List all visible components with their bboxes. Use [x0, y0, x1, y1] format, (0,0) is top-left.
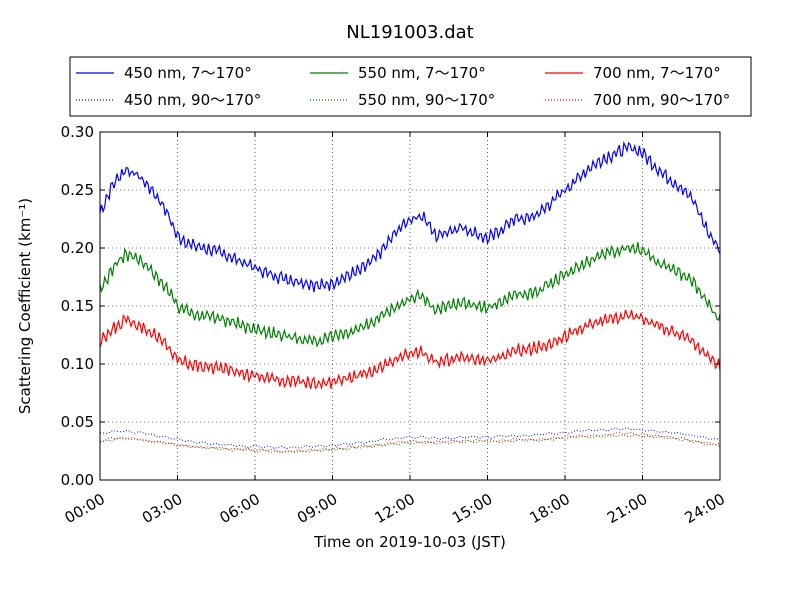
series-line — [99, 431, 721, 453]
legend-label: 450 nm, 90～170° — [124, 91, 261, 109]
legend-label: 700 nm, 90～170° — [593, 91, 730, 109]
y-tick-label: 0.05 — [61, 413, 94, 431]
x-tick-label: 09:00 — [294, 490, 340, 527]
legend-box — [69, 56, 752, 117]
series-line — [99, 434, 721, 454]
legend-label: 550 nm, 90～170° — [358, 91, 495, 109]
x-tick-label: 03:00 — [139, 490, 185, 527]
legend: 450 nm, 7～170° 450 nm, 90～170° 550 nm, 7～1… — [69, 56, 752, 117]
x-tick-label: 06:00 — [217, 490, 263, 527]
x-tick-label: 00:00 — [62, 490, 108, 527]
legend-label: 450 nm, 7～170° — [124, 64, 252, 82]
y-tick-label: 0.00 — [61, 471, 94, 489]
y-tick-label: 0.20 — [61, 239, 94, 257]
legend-label: 550 nm, 7～170° — [358, 64, 486, 82]
series-line — [99, 309, 721, 391]
x-tick-label: 18:00 — [527, 490, 573, 527]
y-tick-label: 0.10 — [61, 355, 94, 373]
x-tick-label: 21:00 — [604, 490, 650, 527]
series-layer — [99, 140, 721, 454]
series-line — [99, 241, 721, 348]
x-axis-label: Time on 2019-10-03 (JST) — [313, 533, 506, 551]
y-tick-label: 0.25 — [61, 181, 94, 199]
x-tick-label: 15:00 — [449, 490, 495, 527]
chart-title: NL191003.dat — [346, 22, 473, 43]
y-axis-label: Scattering Coefficient (km⁻¹) — [16, 198, 34, 414]
y-tick-label: 0.30 — [61, 123, 94, 141]
series-line — [99, 140, 721, 293]
legend-label: 700 nm, 7～170° — [593, 64, 721, 82]
x-tick-label: 12:00 — [372, 490, 418, 527]
series-line — [99, 426, 721, 450]
y-tick-label: 0.15 — [61, 297, 94, 315]
x-tick-label: 24:00 — [682, 490, 728, 527]
